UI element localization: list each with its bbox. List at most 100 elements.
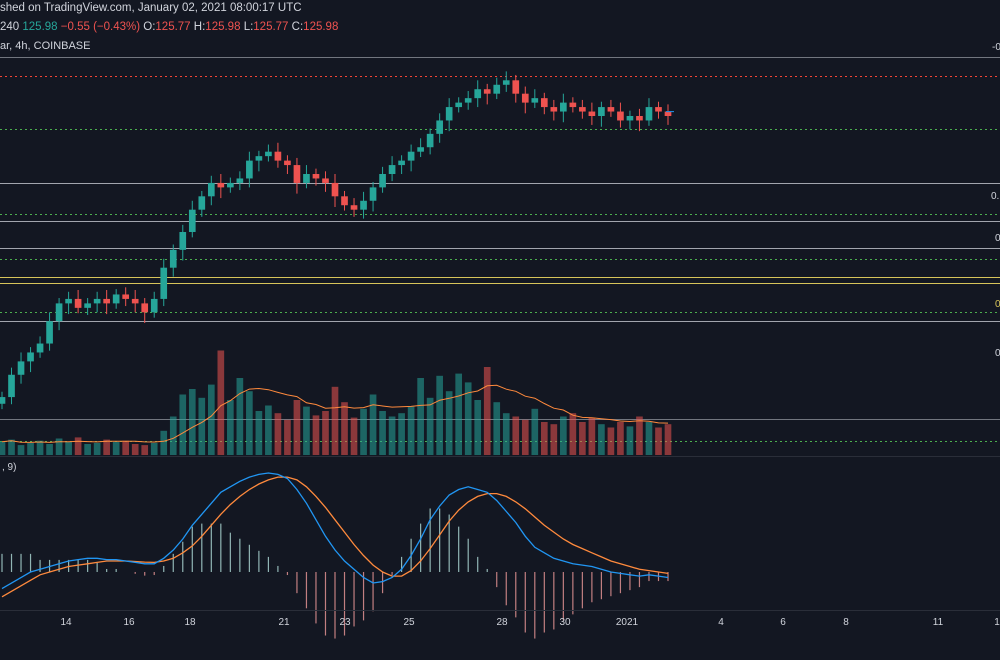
volume-bar [579,422,586,455]
volume-bar [550,424,558,455]
right-edge-label: -0 [992,42,1000,53]
candle-body [531,98,539,103]
change-value: −0.55 (−0.43%) [60,21,141,33]
candle-body [493,84,501,94]
volume-bar [607,427,615,455]
volume-bar [388,416,396,455]
candle-body [65,298,72,304]
volume-bar [464,382,472,455]
symbol-line[interactable]: ar, 4h, COINBASE [0,40,90,52]
candle-body [274,151,282,161]
volume-bar [312,415,320,455]
candle-body [236,178,244,183]
high-label: H: [193,21,206,33]
x-tick-label: 21 [278,617,290,628]
candle-body [103,298,110,304]
x-tick-label: 14 [60,617,72,628]
volume-bar [350,417,358,455]
volume-bar [27,442,34,455]
candle-body [93,298,101,304]
candle-body [436,120,443,134]
low-label: L: [243,21,254,33]
candle-body [588,111,596,116]
close-label: C: [291,21,304,33]
horizontal-levels [0,57,1000,457]
candle-body [360,200,367,210]
volume-bar [474,400,482,455]
signal-line [1,476,669,598]
x-tick-label: 30 [559,617,571,628]
volume-bar [55,438,63,455]
candle-body [483,89,491,94]
candle-body [160,267,168,299]
volume-bar [626,426,634,455]
right-edge-label: 0 [995,299,1000,310]
candle-body [198,196,206,210]
volume-bar [112,441,120,455]
volume-bar [303,406,310,455]
volume-bar [207,384,215,455]
volume-bar [588,417,596,455]
x-tick-label: 25 [403,617,415,628]
candle-body [388,165,396,174]
candle-body [265,151,272,157]
low-value: 125.77 [253,21,289,33]
volume-bar [531,408,539,455]
volume-bar [293,400,301,455]
candle-body [84,303,91,308]
candle-body [27,352,34,362]
candle-body [379,174,386,188]
volume-bar [417,378,424,455]
volume-bar [236,378,244,455]
volume-bar [436,375,443,455]
volume-bar [331,386,339,455]
candle-body [227,182,234,188]
volume-bar [17,445,25,455]
volume-bar [274,413,282,455]
volume-bar [150,442,158,455]
volume-bar [198,397,206,455]
x-tick-label: 8 [843,617,849,628]
candle-body [569,102,577,108]
volume-ma-line [1,384,669,443]
candle-body [474,89,482,99]
x-tick-label: 18 [184,617,196,628]
candle-body [607,107,615,112]
volume-bar [46,444,53,455]
volume-bar [169,416,177,455]
publish-info: shed on TradingView.com, January 02, 202… [0,2,302,14]
volume-bar [141,445,149,455]
volume-bar [379,411,386,455]
volume-bar [540,422,548,455]
candle-body [122,294,130,299]
volume-bar [160,430,168,455]
volume-bar [93,442,101,455]
candle-body [617,111,624,121]
candle-body [636,116,643,121]
candle-body [55,303,63,322]
candle-body [398,160,405,166]
candle-body [255,156,263,161]
candles [0,71,674,410]
volume-bar [322,411,329,455]
volume-bars [0,350,672,455]
volume-bar [445,391,453,455]
candle-body [179,232,187,250]
candle-body [246,160,253,179]
macd-pane [1,472,669,639]
candle-body [407,151,415,161]
volume-bar [341,402,348,455]
volume-bar [426,397,434,455]
candle-body [502,80,510,85]
volume-bar [227,400,234,455]
volume-bar [512,416,520,455]
candle-body [455,102,463,108]
publish-text: shed on TradingView.com, January 02, 202… [0,2,302,14]
volume-bar [0,441,6,455]
candle-body [521,93,529,103]
volume-ma [1,384,669,443]
volume-bar [617,422,624,455]
volume-bar [369,394,377,455]
right-edge-label: 0 [995,233,1000,244]
